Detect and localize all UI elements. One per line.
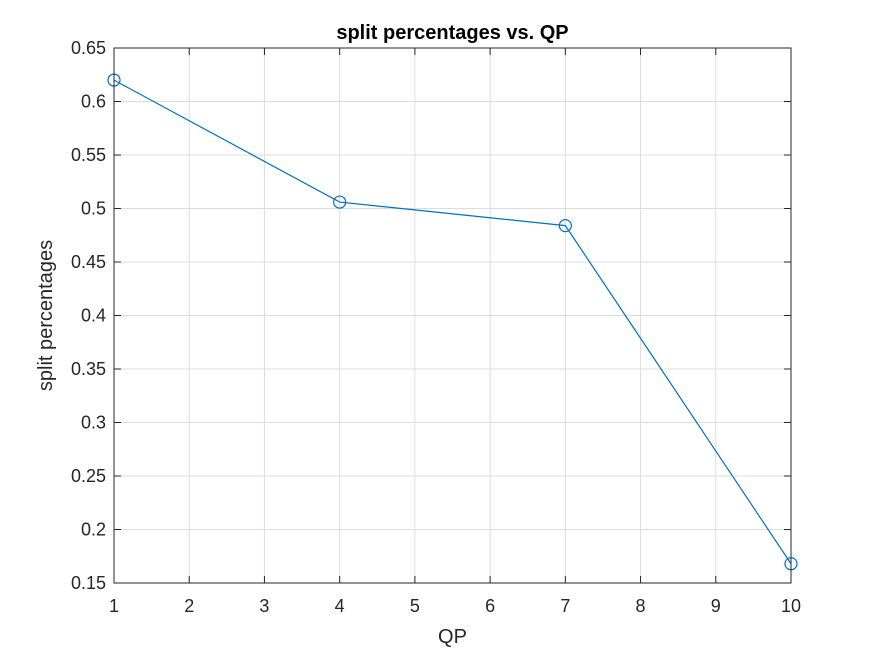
y-tick-label: 0.55 <box>71 145 106 165</box>
x-tick-label: 7 <box>560 596 570 616</box>
x-tick-label: 5 <box>410 596 420 616</box>
y-tick-label: 0.25 <box>71 466 106 486</box>
grid-lines <box>113 47 792 584</box>
y-tick-label: 0.2 <box>81 520 106 540</box>
y-tick-label: 0.65 <box>71 38 106 58</box>
x-tick-label: 6 <box>485 596 495 616</box>
x-tick-label: 10 <box>781 596 801 616</box>
y-tick-label: 0.15 <box>71 573 106 593</box>
x-tick-label: 3 <box>259 596 269 616</box>
y-tick-label: 0.6 <box>81 92 106 112</box>
data-point-marker <box>558 219 572 233</box>
x-tick-label: 4 <box>335 596 345 616</box>
y-axis-label: split percentages <box>35 240 57 391</box>
x-tick-label: 1 <box>109 596 119 616</box>
axis-ticks: 1 2 3 4 5 6 7 8 9 10 0.15 0.2 0.25 0.3 0.35 0.4 0.45 0.5 0… <box>71 38 801 616</box>
y-tick-label: 0.45 <box>71 252 106 272</box>
series-line <box>113 79 792 565</box>
x-axis-label: QP <box>438 626 467 648</box>
y-tick-label: 0.4 <box>81 306 106 326</box>
x-tick-label: 9 <box>711 596 721 616</box>
y-tick-label: 0.35 <box>71 359 106 379</box>
data-point-marker <box>333 195 347 209</box>
chart-title: split percentages vs. QP <box>336 22 568 44</box>
y-tick-label: 0.5 <box>81 199 106 219</box>
x-tick-label: 2 <box>184 596 194 616</box>
x-tick-label: 8 <box>636 596 646 616</box>
y-tick-label: 0.3 <box>81 413 106 433</box>
